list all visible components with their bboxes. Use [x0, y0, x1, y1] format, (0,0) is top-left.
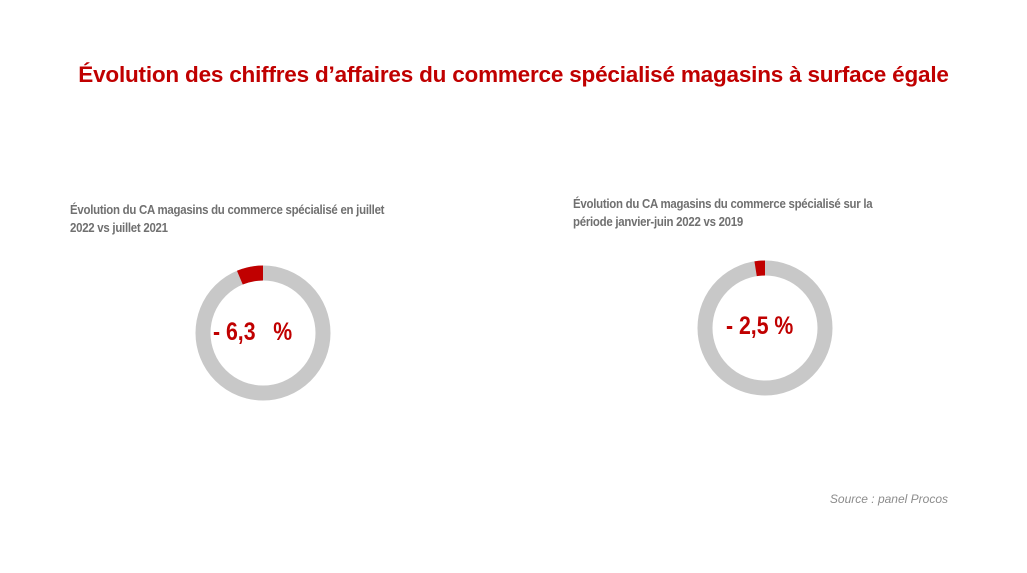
donut-slice-july	[236, 265, 264, 285]
donut-slice-h1	[754, 260, 766, 277]
source-note: Source : panel Procos	[829, 492, 948, 506]
page-title: Évolution des chiffres d’affaires du com…	[78, 62, 949, 87]
chart-title-h1-line-1: Évolution du CA magasins du commerce spé…	[573, 196, 873, 211]
chart-title-july: Évolution du CA magasins du commerce spé…	[70, 201, 384, 237]
donut-chart-h1	[697, 260, 833, 396]
chart-title-h1: Évolution du CA magasins du commerce spé…	[573, 195, 873, 231]
chart-title-h1-line-2: période janvier-juin 2022 vs 2019	[573, 214, 743, 229]
donut-chart-july	[195, 265, 331, 401]
center-value-july: - 6,3 %	[213, 318, 293, 346]
chart-title-july-line-1: Évolution du CA magasins du commerce spé…	[70, 202, 385, 217]
chart-title-july-line-2: 2022 vs juillet 2021	[70, 220, 168, 235]
center-value-h1: - 2,5 %	[726, 312, 794, 340]
